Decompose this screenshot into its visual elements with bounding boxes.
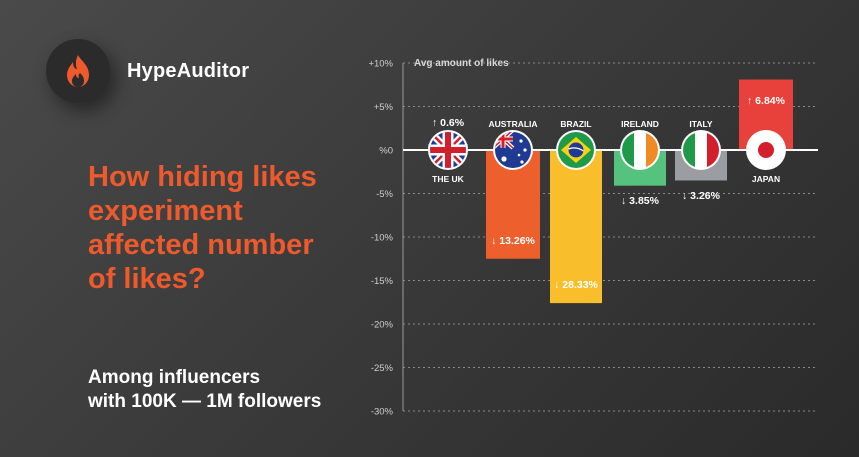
category-label: THE UK [432, 174, 465, 184]
australia-flag-icon [493, 130, 533, 170]
brand-logo [46, 39, 110, 103]
y-tick-label: -30% [371, 407, 394, 418]
y-tick-label: +10% [368, 59, 393, 70]
y-tick-label: -10% [371, 233, 394, 244]
value-label: ↑ 0.6% [432, 117, 465, 129]
brand-name: HypeAuditor [127, 60, 250, 82]
subtitle-line-2: with 100K — 1M followers [88, 391, 322, 412]
value-label: ↓ 28.33% [554, 279, 598, 291]
japan-flag-icon [746, 130, 786, 170]
category-label: BRAZIL [560, 119, 591, 129]
subtitle-line-1: Among influencers [88, 367, 261, 388]
y-tick-label: %0 [379, 146, 393, 157]
category-label: AUSTRALIA [488, 119, 537, 129]
value-label: ↓ 13.26% [491, 235, 535, 247]
ireland-flag-icon [620, 130, 660, 170]
flame-icon [67, 55, 89, 87]
y-tick-label: +5% [374, 102, 394, 113]
uk-flag-icon [428, 130, 468, 170]
value-label: ↑ 6.84% [747, 95, 786, 107]
italy-flag-icon [681, 130, 721, 170]
chart-title: Avg amount of likes [414, 58, 509, 69]
y-tick-label: -25% [371, 363, 394, 374]
headline: How hiding likes experiment affected num… [88, 161, 317, 295]
category-label: IRELAND [621, 119, 659, 129]
y-tick-label: -5% [376, 189, 393, 200]
y-tick-label: -15% [371, 276, 394, 287]
category-label: ITALY [689, 119, 712, 129]
brazil-flag-icon [556, 130, 596, 170]
y-tick-label: -20% [371, 320, 394, 331]
subtitle: Among influencers with 100K — 1M followe… [88, 366, 388, 414]
bar-brazil [550, 150, 602, 304]
value-label: ↓ 3.26% [682, 190, 721, 202]
category-label: JAPAN [752, 174, 780, 184]
value-label: ↓ 3.85% [621, 195, 660, 207]
